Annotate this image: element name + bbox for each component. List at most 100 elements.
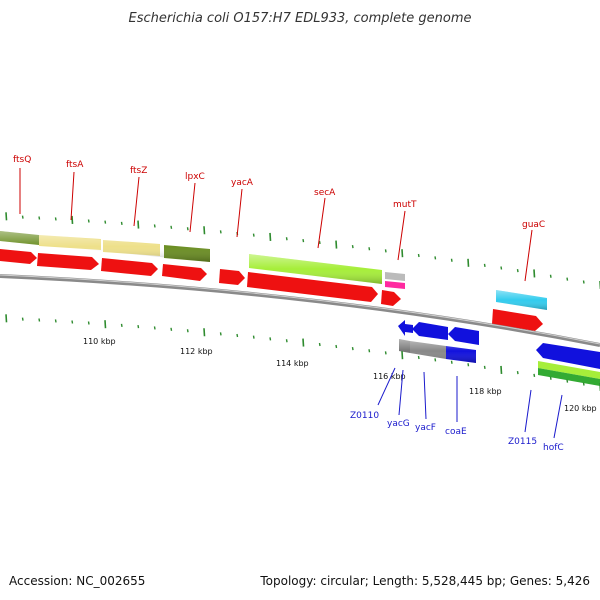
minor-tick (285, 237, 288, 241)
minor-tick (120, 221, 123, 225)
minor-tick (21, 215, 24, 219)
gene-label-yacG: yacG (387, 419, 410, 429)
scale-label-112: 112 kbp (180, 347, 213, 356)
gene-label-guaC: guaC (522, 220, 545, 230)
major-tick (500, 365, 503, 375)
gene-label-lpxC: lpxC (185, 172, 205, 182)
scale-label-118: 118 kbp (469, 387, 502, 396)
cog-bar-hofC (538, 368, 600, 386)
gene-label-z0115: Z0115 (508, 437, 537, 447)
minor-tick (483, 263, 486, 267)
scale-label-120: 120 kbp (564, 404, 597, 413)
minor-tick (38, 318, 41, 322)
topology-text: Topology: circular; Length: 5,528,445 bp… (259, 574, 590, 588)
cds-arrow-yacA (219, 269, 245, 285)
cds-arrow-ftsZ (101, 258, 158, 276)
minor-tick (483, 365, 486, 369)
cds-arrow-z0110 (398, 320, 413, 336)
major-tick (335, 240, 338, 249)
minor-tick (236, 333, 239, 338)
major-tick (533, 269, 536, 278)
major-tick (203, 226, 206, 235)
minor-tick (71, 320, 74, 324)
forward-cds-arrows (0, 249, 543, 331)
minor-tick (219, 332, 222, 336)
major-tick (401, 351, 404, 360)
minor-tick (549, 274, 552, 278)
minor-tick (269, 337, 272, 341)
major-tick (137, 220, 140, 229)
minor-tick (54, 217, 57, 221)
bar-shading (0, 231, 547, 310)
minor-tick (186, 329, 189, 333)
minor-tick (566, 379, 569, 383)
minor-tick (582, 382, 585, 386)
reverse-gene-labels: Z0110 yacG yacF coaE Z0115 hofC (350, 367, 564, 453)
minor-tick (368, 247, 371, 251)
cds-arrow-lpxC (162, 264, 207, 281)
gene-label-mutT: mutT (393, 200, 417, 210)
cds-arrow-yacF (412, 322, 448, 340)
minor-tick (566, 277, 569, 281)
minor-tick (318, 240, 321, 245)
minor-tick (54, 319, 57, 323)
minor-tick (417, 355, 420, 360)
minor-tick (285, 339, 288, 343)
cds-arrow-ftsA (37, 253, 99, 270)
minor-tick (516, 371, 519, 375)
minor-tick (384, 249, 387, 253)
major-tick (71, 215, 74, 225)
minor-tick (252, 335, 255, 339)
minor-tick (533, 373, 536, 378)
gene-label-ftsQ: ftsQ (13, 155, 31, 165)
minor-tick (186, 227, 189, 231)
gene-label-yacF: yacF (415, 423, 436, 433)
minor-tick (467, 363, 470, 367)
major-tick (467, 258, 470, 267)
gene-label-ftsA: ftsA (66, 160, 84, 170)
inner-tick-marks (5, 314, 600, 392)
gene-label-yacA: yacA (231, 178, 254, 188)
minor-tick (549, 376, 552, 380)
cds-arrow-ftsQ (0, 249, 37, 264)
major-tick (104, 320, 107, 329)
minor-tick (21, 317, 24, 321)
scale-label-116: 116 kbp (373, 372, 406, 381)
cds-arrow-hofC (536, 343, 600, 369)
minor-tick (87, 219, 90, 223)
scale-label-114: 114 kbp (276, 359, 309, 368)
minor-tick (368, 349, 371, 353)
accession-text: Accession: NC_002655 (9, 574, 145, 588)
major-tick (401, 249, 404, 258)
rna-mutT (385, 281, 405, 289)
minor-tick (219, 230, 222, 234)
major-tick (269, 232, 272, 241)
outer-tick-marks (5, 212, 600, 290)
cds-arrow-guaC (492, 309, 543, 331)
minor-tick (351, 244, 354, 249)
minor-tick (318, 342, 321, 347)
forward-gene-labels: ftsQ ftsA ftsZ lpxC yacA secA mutT guaC (13, 155, 545, 282)
genome-backbone-highlight (0, 274, 600, 345)
minor-tick (302, 238, 305, 243)
minor-tick (351, 346, 354, 351)
major-tick (5, 212, 8, 221)
minor-tick (417, 253, 420, 258)
major-tick (5, 314, 8, 323)
gene-label-coaE: coaE (445, 427, 467, 437)
cog-bar-z0115 (538, 361, 600, 379)
cog-bar-mutT (385, 272, 405, 281)
gene-label-secA: secA (314, 188, 336, 198)
minor-tick (582, 280, 585, 284)
cds-arrow-secA (247, 272, 378, 302)
minor-tick (120, 323, 123, 327)
minor-tick (153, 326, 156, 330)
cds-arrow-mutT (381, 290, 401, 306)
scale-labels: 110 kbp 112 kbp 114 kbp 116 kbp 118 kbp … (83, 337, 597, 413)
minor-tick (500, 266, 503, 270)
map-title: Escherichia coli O157:H7 EDL933, complet… (129, 11, 472, 26)
genome-backbone (0, 274, 600, 347)
minor-tick (252, 233, 255, 237)
minor-tick (104, 220, 107, 224)
gene-label-hofC: hofC (543, 443, 564, 453)
